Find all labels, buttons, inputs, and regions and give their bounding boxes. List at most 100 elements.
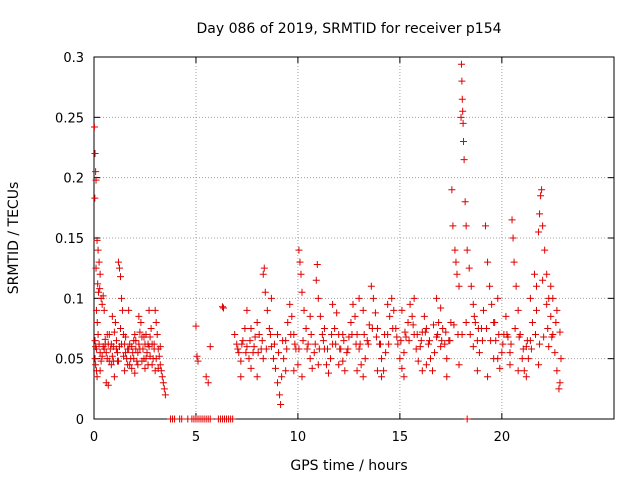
data-point [307,331,315,339]
data-point [254,349,262,357]
data-point [113,349,121,357]
data-point [471,318,479,326]
data-point [140,333,148,341]
data-point [146,333,154,341]
data-point [533,306,541,314]
data-point [371,309,379,317]
data-point [422,325,430,332]
data-point [442,328,450,336]
data-point [494,294,502,302]
data-point [145,306,153,314]
data-point [441,340,449,348]
data-point [386,312,394,320]
data-point [108,352,116,360]
data-point [137,318,145,326]
data-point [482,222,490,230]
chart-title: Day 086 of 2019, SRMTID for receiver p15… [196,21,501,37]
data-point [473,367,481,375]
data-point [151,306,159,314]
data-point [91,337,99,345]
data-point [313,261,321,269]
data-point [382,349,390,357]
data-point [96,285,104,293]
data-point [400,349,408,357]
data-point [300,306,308,314]
data-point [119,306,127,314]
data-point [315,345,323,353]
data-point [329,300,337,308]
data-point [279,337,287,345]
data-point [402,333,410,341]
data-point [384,300,392,308]
data-point [429,367,437,375]
data-point [437,304,445,312]
data-point [159,379,167,387]
data-point [104,381,112,389]
data-point [359,306,367,314]
data-point [361,355,369,363]
data-point [312,276,320,284]
data-point [286,300,294,308]
data-point [161,391,169,399]
data-point [431,349,439,357]
data-point [90,123,98,131]
data-point [466,331,474,339]
data-point [502,312,510,320]
data-point [147,325,155,332]
x-tick-label: 20 [494,430,511,445]
y-tick-label: 0.2 [63,172,84,187]
data-point [303,345,311,353]
data-point [136,328,144,336]
data-point [143,349,151,357]
data-point [111,318,119,326]
data-point [343,349,351,357]
data-point [118,340,126,348]
data-point [310,349,318,357]
data-point [237,357,245,365]
data-point [260,264,268,272]
data-point [93,373,101,381]
data-point [363,337,371,345]
data-point [325,369,333,377]
data-point [413,331,421,339]
data-point [235,349,243,357]
data-point [110,373,118,381]
data-point [523,337,531,345]
data-point [276,391,284,399]
data-point [112,337,120,345]
data-point [344,345,352,353]
data-point [269,355,277,363]
data-point [231,331,239,339]
data-point [142,355,150,363]
data-point [308,364,316,372]
data-point [457,113,465,121]
data-point [457,60,465,68]
data-point [508,216,516,224]
data-point [328,331,336,339]
data-point [298,288,306,296]
data-point [421,328,429,336]
data-point [539,276,547,284]
data-point [245,355,253,363]
data-point [239,337,247,345]
data-point [341,367,349,375]
data-point [512,282,520,290]
data-point [135,312,143,320]
data-point [243,306,251,314]
data-point [92,176,100,184]
data-point [117,273,125,281]
data-point [372,333,380,341]
data-point [465,264,473,272]
data-point [541,246,549,254]
data-point [515,333,523,341]
data-points [90,60,565,423]
data-point [458,77,466,85]
data-point [519,345,527,353]
data-point [277,401,285,409]
data-point [331,325,339,332]
data-point [206,415,214,423]
data-point [278,373,286,381]
data-point [549,294,557,302]
data-point [410,294,418,302]
data-point [449,222,457,230]
